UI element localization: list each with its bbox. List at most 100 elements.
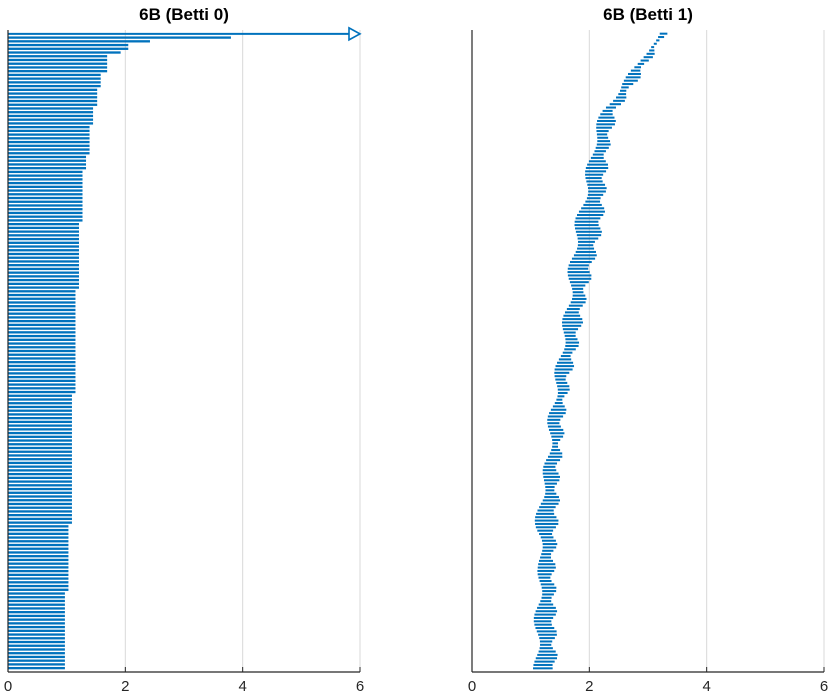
betti0-bar-168	[8, 663, 65, 666]
betti1-bar-185	[537, 653, 558, 656]
betti0-bar-159	[8, 629, 65, 632]
betti1-tick-label-1: 2	[585, 678, 593, 695]
betti1-bar-112	[550, 408, 567, 411]
betti1-bar-108	[557, 395, 565, 398]
betti0-bar-107	[8, 435, 72, 438]
betti1-bar-15	[622, 83, 634, 86]
betti1-bar-20	[613, 99, 625, 102]
betti0-bar-9	[8, 70, 108, 73]
betti0-bar-93	[8, 383, 76, 386]
betti0-bar-61	[8, 264, 79, 267]
betti0-bar-63	[8, 271, 79, 274]
betti1-bar-95	[562, 351, 573, 354]
betti1-bar-4	[651, 46, 655, 49]
betti1-bar-24	[600, 113, 613, 116]
betti1-bar-110	[554, 402, 563, 405]
betti1-bar-2	[656, 39, 660, 42]
betti1-bar-128	[544, 462, 558, 465]
betti1-bar-170	[538, 603, 554, 606]
betti1-bar-89	[563, 331, 576, 334]
betti0-bar-146	[8, 581, 69, 584]
betti1-bar-33	[596, 143, 611, 146]
betti0-bar-1	[8, 40, 150, 43]
betti0-bar-75	[8, 316, 76, 319]
betti1-bar-17	[620, 89, 627, 92]
betti1-bar-149	[539, 532, 553, 536]
betti0-bar-53	[8, 234, 79, 237]
betti1-bars	[533, 32, 668, 670]
betti1-bar-181	[539, 640, 553, 643]
betti1-bar-1	[658, 36, 665, 39]
betti1-bar-187	[534, 660, 555, 663]
betti0-bar-104	[8, 424, 72, 427]
betti0-bar-167	[8, 659, 65, 662]
betti0-bar-128	[8, 514, 72, 517]
betti1-bar-83	[564, 311, 579, 314]
betti0-bar-110	[8, 446, 72, 450]
betti0-bar-108	[8, 439, 72, 442]
betti0-bar-130	[8, 521, 72, 524]
betti1-bar-152	[542, 543, 558, 546]
betti0-bar-109	[8, 443, 72, 446]
betti0-bar-125	[8, 502, 72, 506]
betti1-bar-76	[572, 287, 584, 290]
betti1-tick-label-2: 4	[702, 678, 710, 695]
betti0-bar-11	[8, 77, 101, 80]
betti1-bar-141	[539, 506, 556, 509]
betti1-panel: 6B (Betti 1) 0 2 4 6	[468, 5, 828, 695]
betti1-bar-63	[577, 244, 594, 247]
betti0-bar-157	[8, 622, 65, 625]
betti0-bar-8	[8, 66, 108, 69]
betti1-bar-103	[555, 378, 566, 381]
betti0-bar-101	[8, 413, 72, 416]
betti1-bar-90	[564, 334, 576, 337]
betti0-bar-162	[8, 640, 65, 644]
betti1-bar-72	[567, 274, 592, 277]
betti0-bar-151	[8, 599, 65, 603]
betti0-bar-96	[8, 394, 72, 397]
betti0-bar-106	[8, 431, 72, 435]
betti1-bar-124	[551, 449, 561, 452]
betti1-bar-180	[539, 637, 555, 640]
betti1-bar-117	[547, 425, 561, 428]
betti1-bar-97	[558, 358, 572, 361]
betti1-bar-44	[586, 180, 603, 183]
betti1-bar-116	[547, 422, 560, 425]
betti0-bar-85	[8, 353, 76, 356]
betti1-bar-119	[550, 432, 565, 435]
betti1-bar-47	[588, 190, 606, 193]
betti1-bar-57	[574, 224, 599, 227]
betti0-bar-100	[8, 409, 72, 412]
betti0-bar-19	[8, 107, 94, 110]
betti0-bar-91	[8, 375, 76, 379]
betti0-bar-78	[8, 327, 76, 330]
betti1-bar-142	[537, 509, 554, 512]
betti1-bar-172	[535, 610, 558, 613]
betti0-bar-154	[8, 611, 65, 614]
betti0-tick-label-1: 2	[121, 678, 129, 695]
betti0-bar-89	[8, 368, 76, 371]
betti0-bar-102	[8, 417, 72, 420]
betti1-bar-7	[643, 56, 653, 59]
betti0-bar-116	[8, 469, 72, 472]
betti0-bar-169	[8, 666, 65, 670]
betti0-bar-52	[8, 230, 79, 233]
betti0-bar-38	[8, 178, 83, 181]
betti1-bar-178	[536, 630, 557, 633]
betti0-title: 6B (Betti 0)	[139, 5, 229, 24]
betti1-bar-85	[562, 318, 583, 321]
betti1-bar-38	[588, 160, 606, 163]
betti1-bar-135	[545, 485, 555, 489]
betti0-bar-136	[8, 543, 69, 547]
betti1-bar-68	[570, 261, 592, 264]
betti0-bar-82	[8, 342, 76, 345]
betti1-bar-13	[625, 76, 641, 79]
betti1-bar-106	[557, 388, 570, 391]
betti1-bar-188	[533, 663, 553, 666]
betti0-bar-144	[8, 573, 69, 577]
betti0-bar-166	[8, 655, 65, 659]
betti1-bar-46	[587, 187, 607, 190]
betti1-bar-19	[616, 96, 627, 99]
betti1-bar-165	[541, 586, 557, 589]
betti1-bar-189	[533, 667, 553, 670]
